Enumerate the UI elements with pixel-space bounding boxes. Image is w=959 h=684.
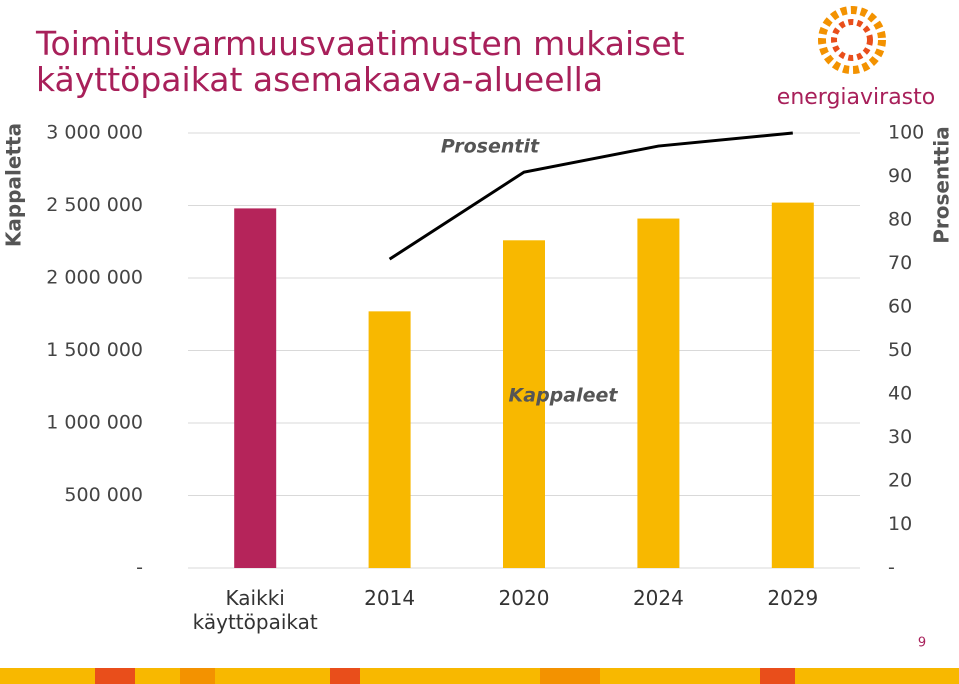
y-tick-label: -	[136, 557, 143, 579]
title: Toimitusvarmuusvaatimusten mukaiset käyt…	[36, 24, 685, 99]
y2-tick-label: 50	[888, 339, 912, 361]
y2-tick-label: 40	[888, 383, 912, 405]
y2-tick-label: 60	[888, 296, 912, 318]
y2-tick-label: 70	[888, 252, 912, 274]
x-tick-label: 2014	[364, 586, 416, 610]
y2-tick-label: 100	[888, 122, 924, 144]
x-tick-label: 2020	[498, 586, 550, 610]
footer-strip	[0, 668, 959, 684]
logo-mark	[818, 6, 886, 74]
y2-tick-label: 30	[888, 426, 912, 448]
x-tick-label: 2024	[632, 586, 684, 610]
y-tick-label: 2 500 000	[46, 194, 143, 216]
y2-axis-title: Prosenttia	[930, 126, 954, 243]
y2-tick-label: 20	[888, 470, 912, 492]
logo-text: energiavirasto	[777, 85, 935, 110]
y-tick-label: 3 000 000	[46, 122, 143, 144]
line	[388, 131, 793, 261]
series-label: Kappaleet	[509, 385, 619, 407]
page-number: 9	[918, 636, 926, 651]
bar	[368, 311, 411, 568]
y2-tick-label: 80	[888, 209, 912, 231]
bar	[771, 202, 814, 568]
bar	[234, 208, 277, 568]
y-tick-label: 500 000	[64, 484, 143, 506]
y-tick-label: 1 500 000	[46, 339, 143, 361]
y-axis-title: Kappaletta	[2, 123, 26, 247]
x-tick-label: 2029	[767, 586, 819, 610]
y2-tick-label: -	[888, 557, 895, 579]
x-tick-label: Kaikki käyttöpaikat	[192, 586, 318, 634]
y-tick-label: 1 000 000	[46, 412, 143, 434]
y2-tick-label: 90	[888, 165, 912, 187]
bar	[637, 218, 680, 569]
y2-tick-label: 10	[888, 513, 912, 535]
bar	[503, 240, 545, 569]
series-label: Prosentit	[441, 136, 540, 158]
y-tick-label: 2 000 000	[46, 267, 143, 289]
